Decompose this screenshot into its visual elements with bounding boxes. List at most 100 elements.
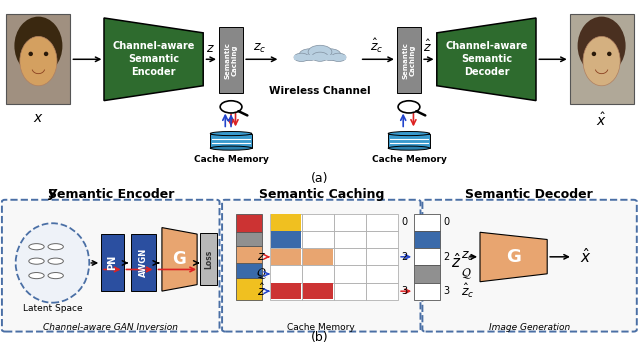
Bar	[270, 283, 302, 300]
Ellipse shape	[583, 36, 620, 86]
Circle shape	[308, 45, 332, 58]
Ellipse shape	[48, 258, 63, 264]
Ellipse shape	[28, 52, 33, 56]
Text: PN: PN	[108, 255, 117, 270]
FancyBboxPatch shape	[222, 200, 420, 331]
Bar	[200, 233, 217, 285]
Text: $\hat{z}_c$: $\hat{z}_c$	[461, 282, 474, 300]
Text: $z$: $z$	[206, 42, 215, 55]
Bar	[101, 234, 124, 291]
Text: $\hat{z}$: $\hat{z}$	[451, 252, 461, 271]
Bar	[302, 248, 334, 265]
Bar	[271, 248, 301, 265]
Polygon shape	[104, 18, 204, 101]
FancyBboxPatch shape	[2, 200, 220, 331]
Text: $z_c$: $z_c$	[461, 250, 474, 263]
Bar	[303, 248, 333, 265]
Text: Semantic
Caching: Semantic Caching	[225, 42, 237, 79]
Bar	[414, 265, 440, 283]
Bar	[271, 231, 301, 248]
Text: Semantic
Caching: Semantic Caching	[403, 42, 415, 79]
Bar	[414, 283, 440, 300]
Text: 2: 2	[443, 252, 449, 262]
Bar	[236, 278, 262, 300]
Circle shape	[320, 49, 340, 61]
Text: Cache Memory: Cache Memory	[194, 155, 268, 164]
Bar	[236, 214, 262, 232]
Circle shape	[300, 49, 320, 61]
Text: G: G	[172, 251, 186, 268]
Circle shape	[331, 53, 346, 62]
FancyBboxPatch shape	[6, 15, 70, 104]
Ellipse shape	[48, 273, 63, 279]
Polygon shape	[436, 18, 536, 101]
Ellipse shape	[29, 258, 44, 264]
Text: $\hat{x}$: $\hat{x}$	[580, 247, 591, 266]
Ellipse shape	[44, 52, 49, 56]
Bar	[414, 214, 440, 231]
Text: 3: 3	[443, 286, 449, 296]
Bar	[397, 27, 421, 93]
Bar	[236, 232, 262, 246]
Polygon shape	[480, 232, 547, 282]
Bar	[271, 214, 301, 231]
Bar	[236, 263, 262, 278]
Ellipse shape	[578, 17, 626, 75]
Bar	[270, 214, 302, 231]
Bar	[414, 248, 440, 265]
Text: $\mathcal{Q}$: $\mathcal{Q}$	[461, 267, 472, 281]
Bar	[366, 265, 398, 283]
Ellipse shape	[20, 36, 57, 86]
Bar	[270, 248, 302, 265]
Text: Loss: Loss	[204, 250, 213, 269]
Text: 0: 0	[401, 217, 408, 227]
Bar	[271, 283, 301, 299]
Text: Channel-aware GAN Inversion: Channel-aware GAN Inversion	[44, 323, 178, 332]
Text: Semantic Encoder: Semantic Encoder	[47, 188, 174, 201]
Bar	[131, 234, 156, 291]
Text: $z_c$: $z_c$	[253, 42, 266, 55]
Ellipse shape	[388, 131, 430, 136]
Bar	[366, 214, 398, 231]
Bar	[366, 248, 398, 265]
Text: 3: 3	[401, 286, 408, 296]
Text: G: G	[506, 248, 521, 266]
Ellipse shape	[15, 223, 90, 303]
Bar	[334, 214, 366, 231]
Text: Wireless Channel: Wireless Channel	[269, 85, 371, 95]
Ellipse shape	[29, 273, 44, 279]
Ellipse shape	[14, 17, 63, 75]
Bar	[236, 246, 262, 263]
Bar	[334, 231, 366, 248]
Ellipse shape	[592, 52, 596, 56]
Text: $\hat{z}$: $\hat{z}$	[257, 283, 266, 299]
Text: 2: 2	[401, 252, 408, 262]
Circle shape	[294, 53, 309, 62]
Bar	[388, 134, 430, 148]
Bar	[270, 231, 302, 248]
Text: $\hat{z}_c$: $\hat{z}_c$	[370, 37, 383, 55]
Bar	[334, 283, 366, 300]
Bar	[294, 55, 346, 60]
Bar	[302, 265, 334, 283]
Text: Semantic Caching: Semantic Caching	[259, 188, 384, 201]
Ellipse shape	[210, 146, 252, 150]
Bar	[219, 27, 243, 93]
Bar	[302, 231, 334, 248]
Bar	[302, 214, 334, 231]
Text: $x$: $x$	[33, 111, 44, 125]
Text: Channel-aware
Semantic
Encoder: Channel-aware Semantic Encoder	[113, 41, 195, 78]
Text: Image Generation: Image Generation	[489, 323, 570, 332]
Ellipse shape	[210, 131, 252, 136]
Ellipse shape	[607, 52, 612, 56]
Bar	[334, 265, 366, 283]
Text: (a): (a)	[311, 172, 329, 185]
Ellipse shape	[29, 244, 44, 250]
Text: $\hat{x}$: $\hat{x}$	[596, 111, 607, 129]
Text: 0: 0	[443, 217, 449, 227]
Text: Channel-aware
Semantic
Decoder: Channel-aware Semantic Decoder	[445, 41, 527, 78]
Text: $\boldsymbol{y}$: $\boldsymbol{y}$	[47, 187, 58, 202]
Text: $z$: $z$	[257, 250, 266, 263]
Bar	[366, 283, 398, 300]
Bar	[303, 283, 333, 299]
